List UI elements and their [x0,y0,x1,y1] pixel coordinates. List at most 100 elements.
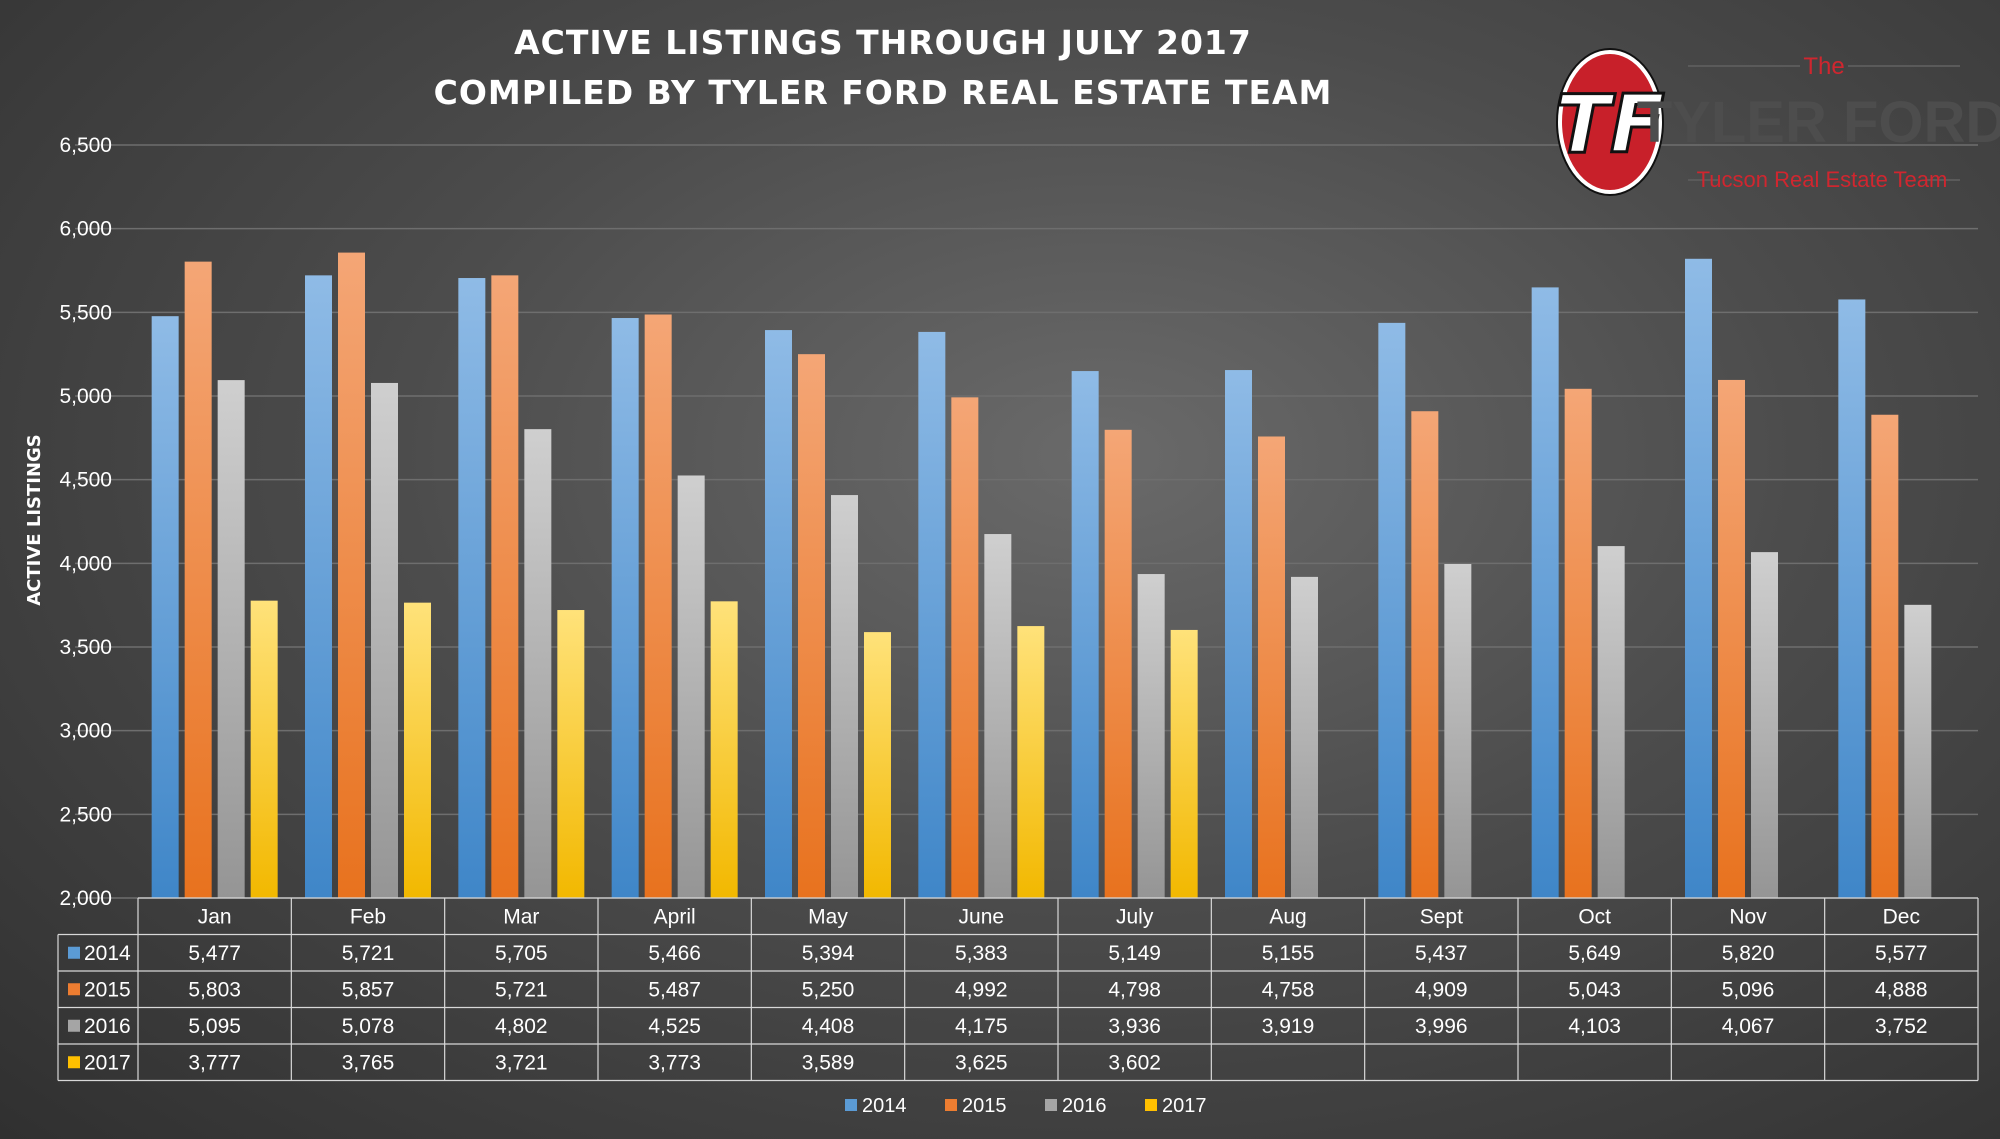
table-legend-key [68,1019,80,1032]
x-category-label: Mar [503,905,539,928]
data-label: 5,394 [802,942,855,965]
bar-2014-feb [305,275,332,898]
data-label: 3,936 [1108,1015,1161,1038]
data-label: 3,602 [1108,1051,1161,1074]
bar-2014-july [1071,371,1099,898]
bar-2017-feb [404,602,431,898]
data-label: 4,103 [1568,1015,1621,1038]
y-tick-label: 3,000 [59,720,112,743]
table-series-name: 2014 [84,942,131,965]
data-label: 5,095 [188,1015,241,1038]
data-label: 3,773 [648,1051,701,1074]
bar-2016-april [677,475,705,898]
x-category-label: July [1116,905,1154,928]
y-axis-title: ACTIVE LISTINGS [24,434,45,606]
data-label: 5,155 [1262,942,1315,965]
bar-2015-may [798,354,825,899]
bar-2015-dec [1871,414,1899,898]
logo-line-the: The [1803,53,1844,80]
data-label: 5,043 [1568,978,1621,1001]
bar-2014-oct [1531,287,1559,899]
data-label: 4,798 [1108,978,1161,1001]
bar-2017-may [864,632,891,898]
data-label: 5,721 [495,978,548,1001]
data-label: 5,250 [802,978,855,1001]
data-label: 5,096 [1722,978,1775,1001]
bar-2017-jan [250,600,278,898]
y-tick-label: 2,000 [59,887,112,910]
legend-label: 2016 [1062,1095,1107,1117]
data-label: 5,577 [1875,942,1928,965]
bar-2014-june [918,331,946,898]
y-tick-label: 5,000 [59,385,112,408]
bar-2015-jan [184,261,212,898]
data-label: 5,383 [955,942,1008,965]
bar-2014-aug [1225,370,1252,898]
data-label: 4,067 [1722,1015,1775,1038]
bar-2017-mar [557,610,585,898]
legend-key-2016 [1045,1099,1057,1111]
data-label: 4,758 [1262,978,1315,1001]
y-tick-label: 6,000 [59,218,112,241]
bar-2015-sept [1411,411,1439,898]
bar-2014-jan [151,316,179,898]
legend-key-2015 [945,1099,957,1111]
bar-2016-feb [371,382,398,898]
bar-2016-may [831,495,858,898]
bar-2015-aug [1258,436,1285,898]
data-label: 3,752 [1875,1015,1928,1038]
data-label: 5,437 [1415,942,1468,965]
x-category-label: May [808,905,848,928]
chart-subtitle: COMPILED BY TYLER FORD REAL ESTATE TEAM [434,73,1333,112]
bar-2015-nov [1718,379,1745,898]
data-label: 5,820 [1722,942,1775,965]
y-axis-ticks: 2,000 2,500 3,000 3,500 4,000 4,500 5,000 5,500… [59,134,112,910]
x-category-label: Sept [1420,905,1463,928]
data-label: 3,721 [495,1051,548,1074]
bar-2015-feb [338,252,365,898]
bars [151,252,1932,899]
legend-label: 2017 [1162,1095,1207,1117]
x-category-label: Aug [1269,905,1306,928]
y-tick-label: 4,000 [59,552,112,575]
x-category-label: Dec [1883,905,1920,928]
y-tick-label: 4,500 [59,469,112,492]
data-table: Jan Feb Mar April May June July Aug Sept Oct Nov De… [57,897,1979,1082]
y-tick-label: 6,500 [59,134,112,157]
bar-2016-jan [217,380,245,898]
bar-2015-mar [491,275,519,898]
bar-2014-mar [458,278,486,898]
x-category-label: Nov [1729,905,1767,928]
legend-key-2014 [845,1099,857,1111]
x-category-label: Oct [1578,905,1611,928]
data-label: 5,857 [342,978,395,1001]
data-label: 3,777 [188,1051,241,1074]
data-label: 4,802 [495,1015,548,1038]
bar-2016-dec [1904,604,1932,898]
data-label: 5,487 [648,978,701,1001]
table-series-name: 2017 [84,1051,131,1074]
bar-2015-april [644,314,672,898]
bar-2014-sept [1378,322,1406,898]
bar-2015-july [1104,429,1132,898]
data-label: 4,992 [955,978,1008,1001]
bar-2014-april [611,318,639,898]
data-label: 5,477 [188,942,241,965]
bar-2017-april [710,601,738,898]
x-category-label: Jan [198,905,232,928]
logo-line-name: TYLER FORD [1637,90,2000,155]
table-legend-key [68,983,80,996]
data-label: 4,175 [955,1015,1008,1038]
bar-2016-sept [1444,564,1472,898]
logo-monogram: TF [1555,78,1664,171]
legend-label: 2014 [862,1095,907,1117]
x-category-label: June [959,905,1005,928]
data-label: 3,919 [1262,1015,1315,1038]
bar-2016-mar [524,429,552,898]
x-category-label: April [654,905,696,928]
logo-badge-inner [1558,50,1662,194]
bar-2014-nov [1685,258,1712,899]
data-label: 4,408 [802,1015,855,1038]
bar-2016-oct [1597,546,1625,898]
bar-2016-july [1137,574,1165,898]
